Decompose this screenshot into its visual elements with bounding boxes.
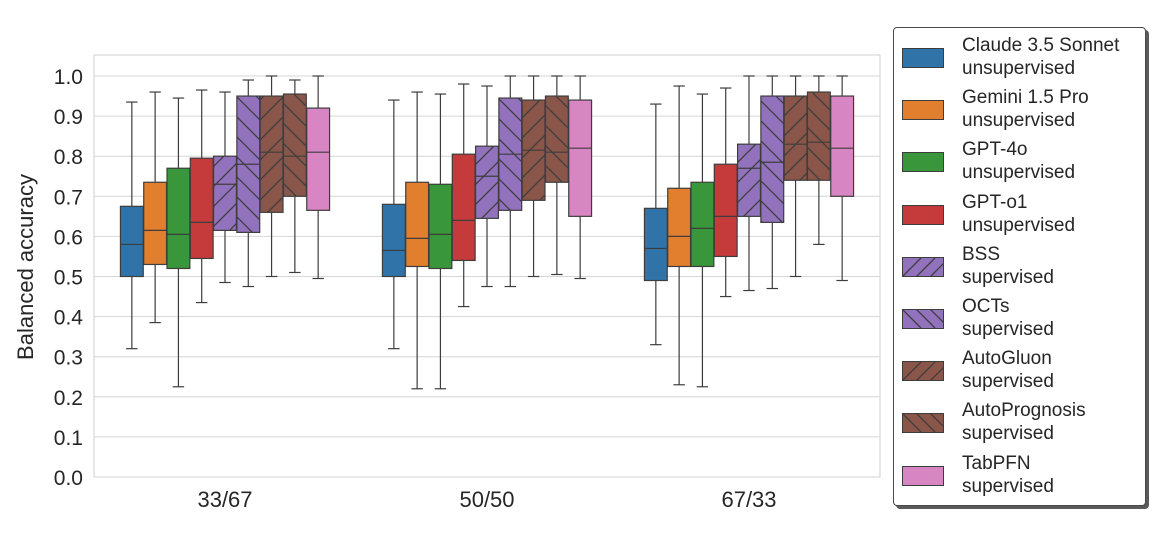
box-body xyxy=(713,163,738,258)
legend-label: AutoGluon xyxy=(962,348,1052,370)
box-body xyxy=(166,167,191,270)
y-tick-label: 0.6 xyxy=(54,226,83,249)
box-plot-chart: 0.0 0.1 0.2 0.3 0.4 0.5 0.6 0.7 0.8 0.9 1.0 33/67 5… xyxy=(13,54,881,512)
legend-label: OCTs xyxy=(962,296,1010,317)
box-body xyxy=(806,91,831,181)
y-tick-label: 0.4 xyxy=(54,307,84,330)
box-gpt-4o-1 xyxy=(428,93,453,390)
legend-item: OCTs supervised xyxy=(894,295,1145,345)
box-bss-0 xyxy=(212,91,238,284)
legend-sublabel: supervised xyxy=(962,319,1054,340)
box-series xyxy=(119,75,855,390)
box-body xyxy=(568,99,593,217)
y-tick-label: 0.2 xyxy=(54,387,83,410)
x-tick-label: 67/33 xyxy=(721,487,776,512)
box-body xyxy=(189,157,214,260)
box-octs-0 xyxy=(236,79,261,288)
box-body xyxy=(381,203,406,278)
box-gpt-4o-0 xyxy=(166,97,191,388)
legend-swatch xyxy=(902,361,944,382)
y-tick-label: 0.5 xyxy=(54,267,83,290)
box-body xyxy=(259,95,284,213)
legend-item: GPT-4o unsupervised xyxy=(894,138,1145,188)
box-gemini-1-5-pro-2 xyxy=(667,85,692,386)
y-axis-ticks: 0.0 0.1 0.2 0.3 0.4 0.5 0.6 0.7 0.8 0.9 1.0 xyxy=(54,66,84,490)
legend: Claude 3.5 Sonnet unsupervised Gemini 1.5 … xyxy=(893,27,1146,506)
legend-swatch xyxy=(902,465,944,486)
box-body xyxy=(428,183,453,270)
x-tick-label: 33/67 xyxy=(197,487,252,512)
box-bss-2 xyxy=(736,75,762,292)
legend-sublabel: unsupervised xyxy=(962,162,1076,184)
box-body xyxy=(643,207,668,282)
legend-label: AutoPrognosis xyxy=(962,400,1086,422)
legend-item: Gemini 1.5 Pro unsupervised xyxy=(894,86,1145,136)
box-body xyxy=(282,93,307,197)
box-body xyxy=(760,95,785,223)
box-tabpfn-1 xyxy=(568,75,593,280)
legend-label: GPT-o1 xyxy=(962,191,1028,213)
box-autogluon-2 xyxy=(783,75,808,278)
box-body xyxy=(143,181,168,266)
box-body xyxy=(451,153,476,262)
y-tick-label: 0.7 xyxy=(54,186,83,209)
box-body xyxy=(306,107,331,211)
box-body xyxy=(830,95,855,197)
x-tick-label: 50/50 xyxy=(459,487,514,512)
box-autogluon-1 xyxy=(521,75,546,278)
legend-swatch xyxy=(902,309,944,329)
box-gpt-4o-2 xyxy=(690,93,715,388)
legend-label: Gemini 1.5 Pro xyxy=(962,87,1089,109)
box-body xyxy=(736,143,762,217)
legend-item: Claude 3.5 Sonnet unsupervised xyxy=(894,34,1145,84)
legend-sublabel: supervised xyxy=(962,423,1054,445)
legend-sublabel: supervised xyxy=(962,371,1054,393)
box-body xyxy=(119,205,144,278)
box-body xyxy=(405,181,430,268)
box-body xyxy=(544,95,569,183)
y-axis-label: Balanced accuracy xyxy=(13,174,38,360)
x-axis-ticks: 33/67 50/50 67/33 xyxy=(197,487,776,512)
box-body xyxy=(212,155,238,231)
legend-sublabel: supervised xyxy=(962,266,1054,288)
legend-label: TabPFN xyxy=(962,452,1031,474)
box-bss-1 xyxy=(474,85,500,288)
legend-swatch xyxy=(902,152,944,173)
legend-item: GPT-o1 unsupervised xyxy=(894,191,1145,241)
legend-label: BSS xyxy=(962,243,1001,265)
legend-swatch xyxy=(902,413,944,434)
box-gemini-1-5-pro-0 xyxy=(143,91,168,324)
legend-sublabel: unsupervised xyxy=(962,214,1076,236)
legend-swatch xyxy=(902,256,944,277)
box-gpt-o1-1 xyxy=(451,83,476,308)
box-claude-3-5-sonnet-2 xyxy=(643,103,668,346)
y-tick-label: 0.1 xyxy=(54,427,83,450)
box-body xyxy=(667,187,692,268)
legend-item: TabPFN supervised xyxy=(894,452,1145,502)
box-autoprognosis-0 xyxy=(282,79,307,274)
box-body xyxy=(783,95,808,181)
y-tick-label: 0.0 xyxy=(54,467,83,490)
legend-sublabel: unsupervised xyxy=(962,110,1076,132)
legend-item: AutoPrognosis supervised xyxy=(894,399,1145,449)
y-tick-label: 0.8 xyxy=(54,146,83,169)
y-tick-label: 1.0 xyxy=(54,66,83,89)
legend-label: Claude 3.5 Sonnet xyxy=(962,35,1120,56)
legend-swatch xyxy=(902,100,944,121)
y-tick-label: 0.9 xyxy=(54,106,83,129)
box-tabpfn-0 xyxy=(306,75,331,280)
box-body xyxy=(474,145,500,219)
legend-item: BSS supervised xyxy=(894,243,1145,293)
legend-sublabel: supervised xyxy=(962,475,1054,497)
box-tabpfn-2 xyxy=(830,75,855,282)
legend-swatch xyxy=(902,48,944,68)
box-body xyxy=(690,181,715,268)
y-tick-label: 0.3 xyxy=(54,347,83,370)
legend-sublabel: unsupervised xyxy=(962,58,1076,79)
legend-label: GPT-4o xyxy=(962,139,1028,161)
legend-swatch xyxy=(902,204,944,225)
legend-item: AutoGluon supervised xyxy=(894,347,1145,397)
